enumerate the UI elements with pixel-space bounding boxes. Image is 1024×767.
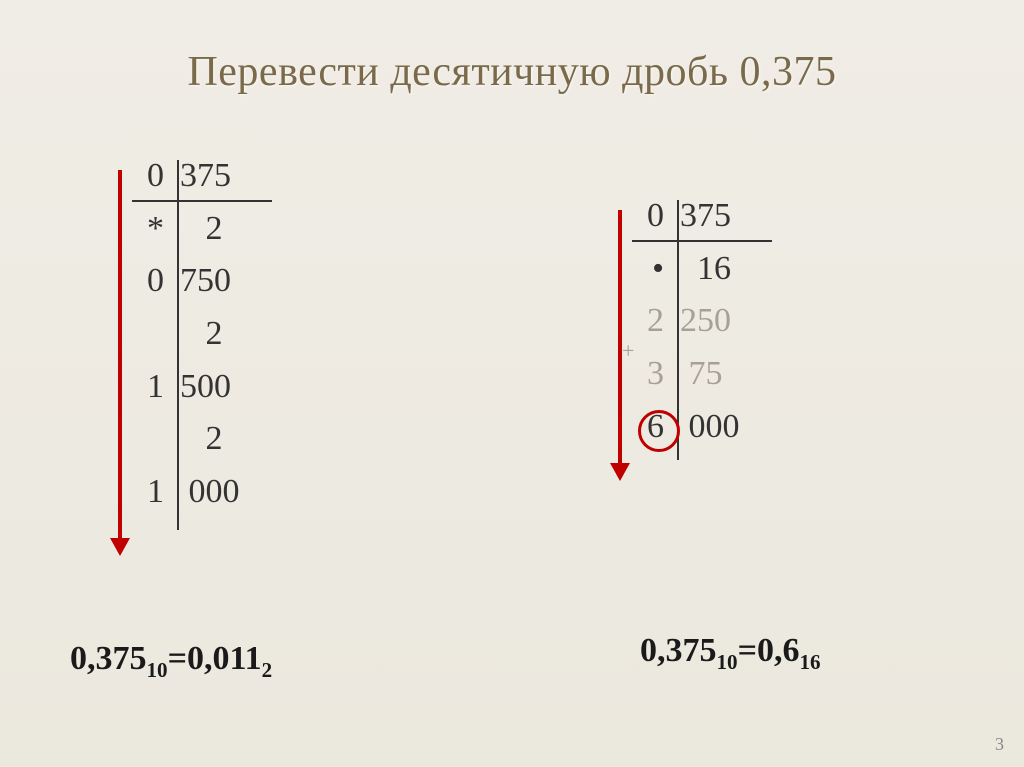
calc-row: 0375 [130, 150, 260, 203]
subscript: 10 [717, 650, 738, 674]
calc-row: 1 000 [130, 466, 260, 519]
subscript: 2 [262, 658, 273, 682]
col-fraction: 375 [670, 190, 760, 243]
calc-left-vline [177, 160, 179, 530]
slide-title: Перевести десятичную дробь 0,375 [0, 0, 1024, 96]
page-number: 3 [995, 734, 1004, 755]
col-integer: 1 [130, 466, 170, 519]
calc-row: 0750 [130, 255, 260, 308]
calc-row: * 2 [130, 203, 260, 256]
calc-row: 2 [130, 413, 260, 466]
calc-row: 3 75 [630, 348, 760, 401]
col-integer: 0 [130, 150, 170, 203]
calc-row: 0375 [630, 190, 760, 243]
calc-row: 2 [130, 308, 260, 361]
col-fraction: 375 [170, 150, 260, 203]
calc-left-hline [132, 200, 272, 202]
calc-row: 1500 [130, 361, 260, 414]
col-integer: 0 [130, 255, 170, 308]
col-fraction: 750 [170, 255, 260, 308]
result-binary: 0,37510=0,0112 [70, 640, 272, 683]
subscript: 10 [147, 658, 168, 682]
col-integer: 3 [630, 348, 670, 401]
col-integer: • [630, 243, 670, 296]
col-fraction: 000 [670, 401, 760, 454]
subscript: 16 [799, 650, 820, 674]
col-fraction: 500 [170, 361, 260, 414]
calc-row: 2250 [630, 295, 760, 348]
calc-row: • 16 [630, 243, 760, 296]
col-fraction: 2 [170, 308, 260, 361]
col-fraction: 16 [670, 243, 760, 296]
result-circle [638, 410, 680, 452]
col-fraction: 000 [170, 466, 260, 519]
col-integer: 1 [130, 361, 170, 414]
col-fraction: 2 [170, 413, 260, 466]
col-fraction: 75 [670, 348, 760, 401]
col-integer: * [130, 203, 170, 256]
calc-binary: 0375* 20750 21500 21 000 [130, 150, 260, 519]
result-hex: 0,37510=0,616 [640, 632, 821, 675]
plus-sign: + [622, 338, 634, 364]
calc-right-hline [632, 240, 772, 242]
col-fraction: 250 [670, 295, 760, 348]
col-fraction: 2 [170, 203, 260, 256]
col-integer: 2 [630, 295, 670, 348]
col-integer: 0 [630, 190, 670, 243]
